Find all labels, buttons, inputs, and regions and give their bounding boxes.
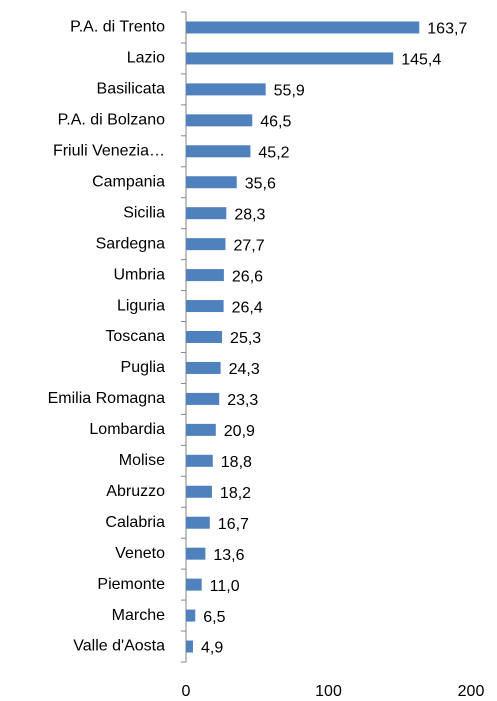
bar	[186, 423, 216, 436]
y-tick-label: Campania	[92, 173, 165, 190]
y-tick-label: P.A. di Bolzano	[58, 112, 165, 129]
y-tick-label: Umbria	[113, 266, 165, 283]
y-tick-label: Valle d'Aosta	[73, 638, 165, 655]
bar	[186, 21, 420, 34]
y-tick-label: Basilicata	[97, 81, 166, 98]
x-tick-label: 100	[315, 683, 342, 700]
bar	[186, 392, 220, 405]
x-tick-label: 0	[182, 683, 191, 700]
y-tick-label: Veneto	[115, 545, 165, 562]
y-tick-label: Liguria	[117, 297, 165, 314]
value-label: 26,4	[232, 299, 263, 316]
value-label: 25,3	[230, 330, 261, 347]
bar	[186, 114, 253, 127]
value-label: 18,2	[220, 485, 251, 502]
bar	[186, 207, 227, 220]
y-tick-label: Abruzzo	[106, 483, 165, 500]
value-label: 163,7	[427, 21, 467, 38]
value-label: 16,7	[218, 516, 249, 533]
y-tick-label: Sicilia	[123, 204, 165, 221]
value-label: 4,9	[201, 640, 223, 657]
value-label: 27,7	[233, 237, 264, 254]
bar	[186, 578, 202, 591]
value-label: 23,3	[227, 392, 258, 409]
bar	[186, 547, 206, 560]
y-tick-label: Lazio	[127, 50, 165, 67]
value-label: 11,0	[210, 578, 240, 595]
bar	[186, 238, 226, 251]
bar	[186, 83, 266, 96]
y-tick-label: Puglia	[121, 359, 166, 376]
bar	[186, 609, 196, 622]
y-tick-label: Marche	[112, 607, 165, 624]
bar	[186, 516, 210, 529]
bar	[186, 485, 212, 498]
y-tick-label: Molise	[119, 452, 165, 469]
bar	[186, 269, 224, 282]
value-label: 18,8	[221, 454, 252, 471]
bar	[186, 52, 394, 65]
y-tick-label: Friuli Venezia…	[53, 143, 165, 160]
y-tick-label: Toscana	[105, 328, 165, 345]
y-tick-label: Emilia Romagna	[48, 390, 165, 407]
value-label: 35,6	[245, 175, 276, 192]
value-label: 24,3	[229, 361, 260, 378]
value-label: 145,4	[401, 52, 441, 69]
value-label: 45,2	[258, 145, 289, 162]
bar	[186, 176, 237, 189]
value-label: 28,3	[234, 206, 265, 223]
y-tick-label: Piemonte	[97, 576, 165, 593]
value-label: 46,5	[260, 114, 291, 131]
value-label: 55,9	[274, 83, 305, 100]
bar	[186, 331, 223, 343]
value-label: 20,9	[224, 423, 255, 440]
value-label: 26,6	[232, 268, 263, 285]
bar	[186, 640, 193, 653]
y-tick-label: Calabria	[105, 514, 165, 531]
bar	[186, 300, 224, 313]
bar	[186, 454, 213, 467]
value-label: 13,6	[213, 547, 244, 564]
bar	[186, 361, 221, 374]
y-tick-label: Lombardia	[89, 421, 165, 438]
x-tick-label: 200	[458, 683, 485, 700]
bar	[186, 145, 251, 158]
y-tick-label: P.A. di Trento	[70, 19, 165, 36]
value-label: 6,5	[203, 609, 225, 626]
y-tick-label: Sardegna	[96, 235, 165, 252]
